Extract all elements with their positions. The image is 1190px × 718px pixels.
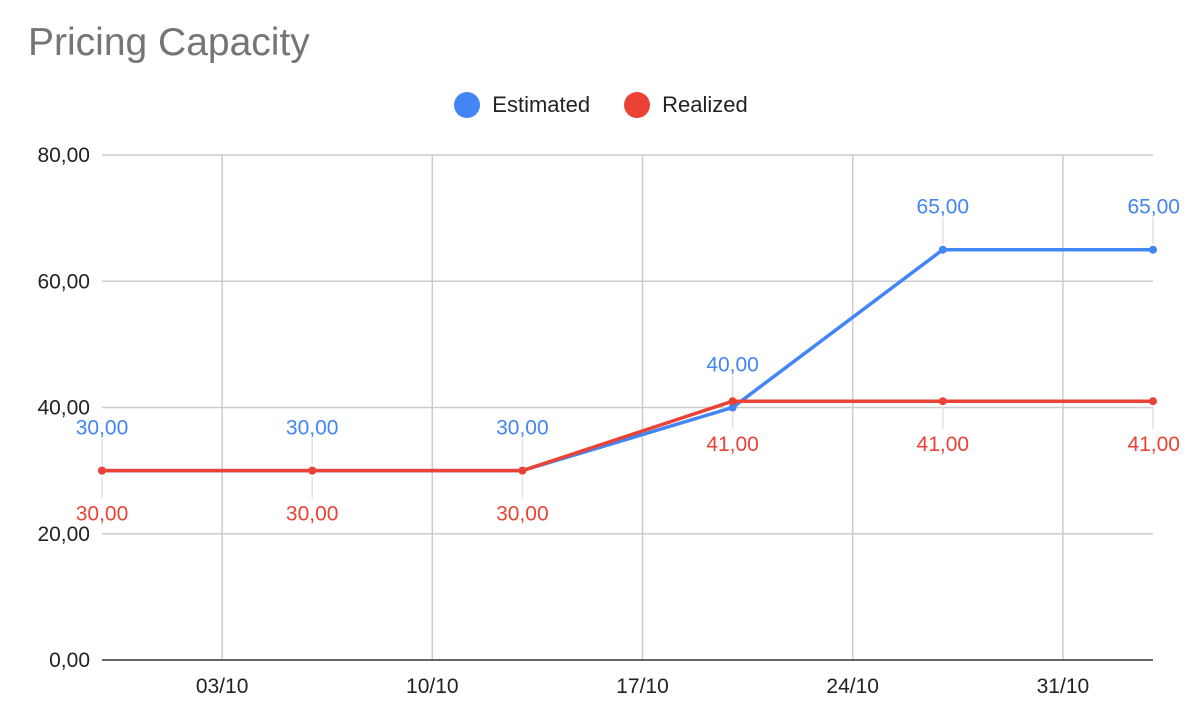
data-point-realized	[938, 397, 947, 406]
data-label-realized: 30,00	[286, 503, 339, 526]
data-label-estimated: 65,00	[1127, 196, 1180, 219]
data-label-realized: 41,00	[706, 433, 759, 456]
x-tick-label: 17/10	[616, 675, 669, 698]
y-tick-label: 40,00	[37, 397, 90, 420]
legend-item-realized[interactable]: Realized	[624, 92, 748, 118]
data-label-realized: 41,00	[917, 433, 970, 456]
legend-label-estimated: Estimated	[492, 92, 591, 117]
data-label-estimated: 40,00	[706, 354, 759, 377]
series-line-realized	[100, 399, 1155, 473]
data-label-estimated: 30,00	[76, 417, 129, 440]
data-label-realized: 41,00	[1127, 433, 1180, 456]
y-tick-label: 0,00	[49, 649, 90, 672]
legend-label-realized: Realized	[662, 92, 748, 117]
data-label-estimated: 30,00	[286, 417, 339, 440]
legend-swatch-realized	[624, 92, 651, 118]
data-point-realized	[728, 397, 737, 406]
legend-item-estimated[interactable]: Estimated	[454, 92, 590, 118]
legend: Estimated Realized	[0, 88, 1190, 122]
y-tick-label: 20,00	[37, 523, 90, 546]
x-tick-label: 03/10	[196, 675, 249, 698]
data-point-realized	[1149, 397, 1157, 406]
data-label-estimated: 30,00	[496, 417, 549, 440]
y-tick-label: 80,00	[37, 144, 90, 167]
legend-swatch-estimated	[454, 92, 481, 118]
data-point-estimated	[1149, 245, 1157, 254]
data-point-estimated	[728, 403, 737, 412]
y-tick-label: 60,00	[37, 270, 90, 293]
data-point-estimated	[938, 245, 947, 254]
data-label-realized: 30,00	[76, 503, 129, 526]
data-point-realized	[518, 466, 527, 475]
data-point-realized	[308, 466, 317, 475]
data-point-realized	[98, 466, 106, 475]
data-label-estimated: 65,00	[917, 196, 970, 219]
x-tick-label: 31/10	[1037, 675, 1090, 698]
x-tick-label: 10/10	[406, 675, 459, 698]
x-tick-label: 24/10	[826, 675, 879, 698]
chart-title: Pricing Capacity	[28, 21, 310, 64]
data-label-realized: 30,00	[496, 503, 549, 526]
